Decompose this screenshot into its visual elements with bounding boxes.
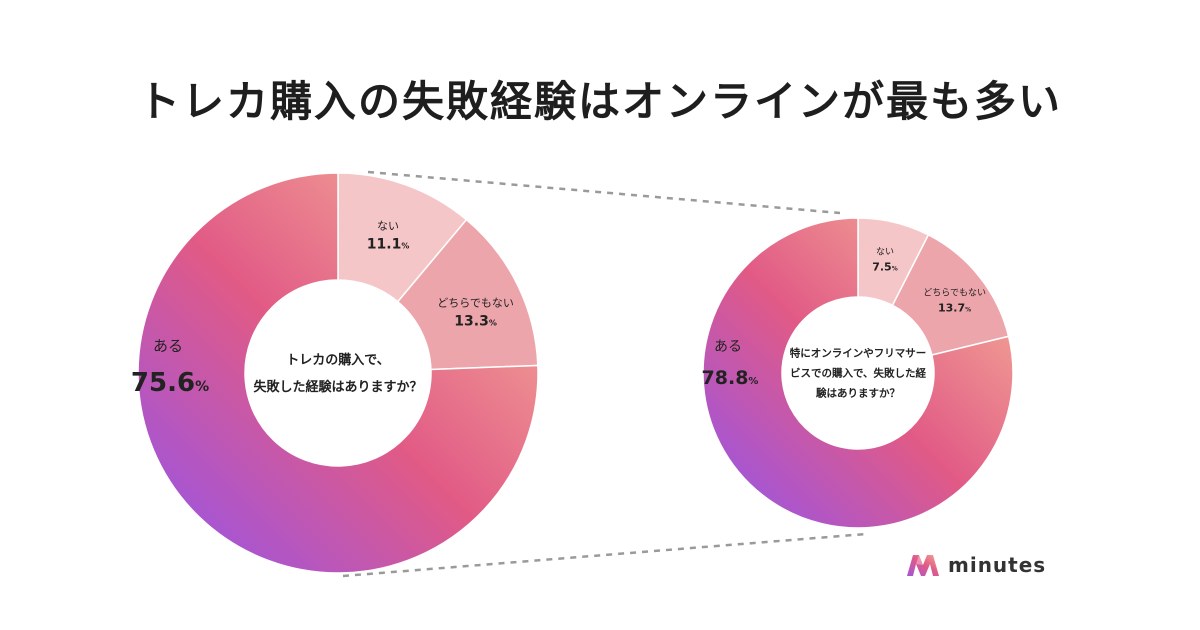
zoom-connector-line	[342, 532, 867, 578]
brand-name: minutes	[948, 553, 1047, 577]
slice-label: ある	[153, 337, 183, 355]
center-question-line: 特にオンラインやフリマサー	[790, 347, 927, 360]
slice-value-label: 13.7%	[938, 301, 971, 314]
slice-value-label: 75.6%	[131, 368, 209, 398]
page-title: トレカ購入の失敗経験はオンラインが最も多い	[137, 77, 1062, 126]
minutes-logo-icon	[907, 555, 939, 576]
slice-value-label: 13.3%	[454, 314, 497, 330]
donut-chart-card-purchases: ない 11.1% どちらでもない 13.3% ある 75.6% トレカの購入で、失敗した経験…	[131, 172, 539, 574]
center-question-line: 験はありますか？	[816, 387, 900, 400]
center-question-line: トレカの購入で、	[286, 352, 389, 368]
zoom-connector-lines	[342, 170, 867, 578]
slice-label: どちらでもない	[923, 287, 986, 298]
slice-value-label: 7.5%	[872, 261, 898, 274]
donut-slice	[137, 172, 539, 574]
donut-slice	[702, 217, 1014, 529]
slice-label: ない	[377, 219, 399, 232]
brand: minutes	[906, 552, 1046, 578]
slice-label: ある	[714, 339, 742, 355]
slice-value-label: 11.1%	[367, 236, 410, 252]
donut-chart-online-purchases: ない 7.5% どちらでもない 13.7% ある 78.8% 特にオンラインやフリマサービス…	[702, 217, 1014, 529]
center-question-line: 失敗した経験はありますか？	[253, 379, 422, 395]
slice-value-label: 78.8%	[702, 367, 759, 389]
slice-label: どちらでもない	[437, 297, 514, 310]
donut-slice	[396, 218, 539, 371]
slice-label: ない	[876, 247, 894, 258]
center-question-line: ビスでの購入で、失敗した経	[790, 367, 927, 380]
